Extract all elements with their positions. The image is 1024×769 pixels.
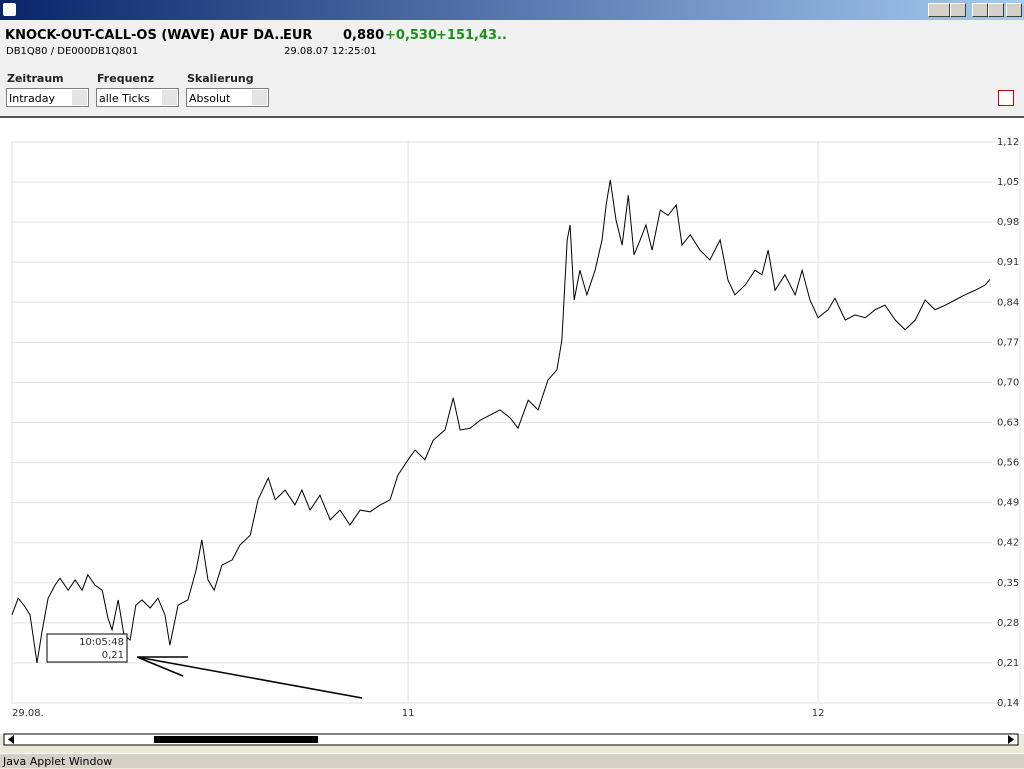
- y-tick-label: 0,91: [997, 257, 1019, 268]
- tooltip-box: [46, 633, 128, 663]
- control-label: Skalierung: [187, 72, 254, 85]
- dropdown-value: alle Ticks: [99, 92, 150, 105]
- y-tick-label: 0,70: [997, 377, 1019, 388]
- change: +0,530: [385, 28, 438, 43]
- detach-button[interactable]: [998, 90, 1014, 106]
- dropdown-value: Absolut: [189, 92, 231, 105]
- y-tick-label: 0,63: [997, 418, 1019, 429]
- chart-panel: [0, 116, 1024, 734]
- minimize-button[interactable]: [972, 3, 988, 17]
- y-tick-label: 0,77: [997, 337, 1019, 348]
- y-tick-label: 0,14: [997, 698, 1019, 709]
- tool-button[interactable]: [928, 3, 950, 17]
- y-tick-label: 0,35: [997, 578, 1019, 589]
- maximize-button[interactable]: [988, 3, 1004, 17]
- y-tick-label: 0,42: [997, 538, 1019, 549]
- title-bar: [0, 0, 1024, 20]
- arrow: [136, 656, 363, 699]
- chart: 0,14 0,21 0,28 0,35 0,42 0,49 0,56 0,63 0,70 0,77…: [0, 116, 1024, 746]
- close-button[interactable]: [1006, 3, 1022, 17]
- tool-button[interactable]: [950, 3, 966, 17]
- instrument-ids: DB1Q80 / DE000DB1Q801: [6, 46, 139, 57]
- price-line: [11, 179, 991, 664]
- dropdown[interactable]: Intraday: [6, 88, 89, 107]
- price: 0,880: [343, 28, 385, 43]
- y-tick-label: 1,05: [997, 177, 1019, 188]
- dropdown-arrow[interactable]: [162, 90, 177, 105]
- quote-header: KNOCK-OUT-CALL-OS (WAVE) AUF DA.. EUR 0,…: [0, 20, 1024, 68]
- scroll-thumb[interactable]: [154, 736, 318, 743]
- dropdown-arrow[interactable]: [252, 90, 267, 105]
- java-icon: [3, 3, 16, 16]
- x-tick-label: 29.08.: [12, 708, 44, 719]
- change-percent: +151,43..: [436, 28, 507, 43]
- dropdown-arrow[interactable]: [72, 90, 87, 105]
- y-tick-label: 0,98: [997, 217, 1019, 228]
- instrument-title: KNOCK-OUT-CALL-OS (WAVE) AUF DA..: [5, 28, 285, 43]
- y-tick-label: 1,12: [997, 137, 1019, 148]
- dropdown[interactable]: Absolut: [186, 88, 269, 107]
- y-tick-label: 0,28: [997, 618, 1019, 629]
- scrollbar[interactable]: [3, 733, 1019, 746]
- x-tick-label: 12: [812, 708, 825, 719]
- tooltip-value: 0,21: [102, 650, 124, 661]
- dropdown-value: Intraday: [9, 92, 56, 105]
- dropdown[interactable]: alle Ticks: [96, 88, 179, 107]
- y-tick-label: 0,56: [997, 458, 1019, 469]
- tooltip-time: 10:05:48: [79, 637, 124, 648]
- control-label: Frequenz: [97, 72, 155, 85]
- y-tick-label: 0,84: [997, 297, 1019, 308]
- control-label: Zeitraum: [7, 72, 64, 85]
- y-tick-label: 0,21: [997, 658, 1019, 669]
- y-tick-label: 0,49: [997, 498, 1019, 509]
- timestamp: 29.08.07 12:25:01: [284, 46, 377, 57]
- controls: Zeitraum Intraday Frequenz alle Ticks Sk…: [0, 68, 1024, 116]
- currency: EUR: [283, 28, 313, 43]
- x-tick-label: 11: [402, 708, 415, 719]
- status-bar: Java Applet Window: [0, 753, 1024, 768]
